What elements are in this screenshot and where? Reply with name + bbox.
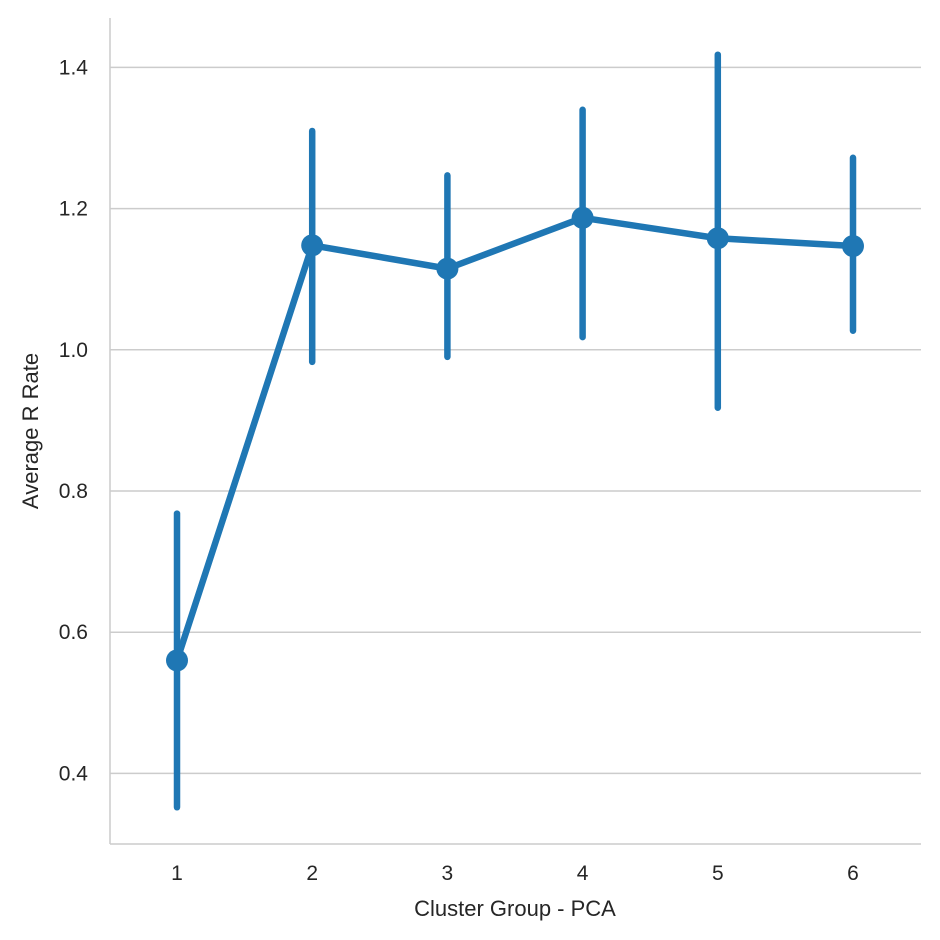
y-tick-label: 0.6 — [59, 621, 88, 644]
data-point — [301, 234, 324, 257]
y-tick-labels: 0.4 0.6 0.8 1.0 1.2 1.4 — [59, 56, 89, 785]
y-tick-label: 1.0 — [59, 339, 88, 362]
x-tick-label: 3 — [442, 862, 454, 885]
y-axis-label: Average R Rate — [18, 353, 43, 509]
x-tick-label: 4 — [577, 862, 589, 885]
data-point — [436, 257, 459, 280]
x-tick-labels: 1 2 3 4 5 6 — [171, 862, 859, 885]
data-points — [166, 206, 864, 672]
y-tick-label: 0.4 — [59, 762, 89, 785]
data-point — [842, 235, 864, 258]
x-tick-label: 2 — [306, 862, 318, 885]
series-line — [173, 214, 857, 664]
x-axis-label: Cluster Group - PCA — [414, 896, 616, 921]
x-tick-label: 5 — [712, 862, 724, 885]
error-bars — [173, 51, 857, 811]
data-point — [166, 649, 188, 672]
x-tick-label: 6 — [847, 862, 859, 885]
y-tick-label: 0.8 — [59, 480, 88, 503]
y-tick-label: 1.4 — [59, 56, 89, 79]
data-point — [706, 227, 729, 250]
y-gridlines — [110, 66, 921, 775]
x-tick-label: 1 — [171, 862, 183, 885]
data-point — [571, 206, 594, 229]
series-polyline — [173, 214, 857, 664]
y-tick-label: 1.2 — [59, 198, 88, 221]
